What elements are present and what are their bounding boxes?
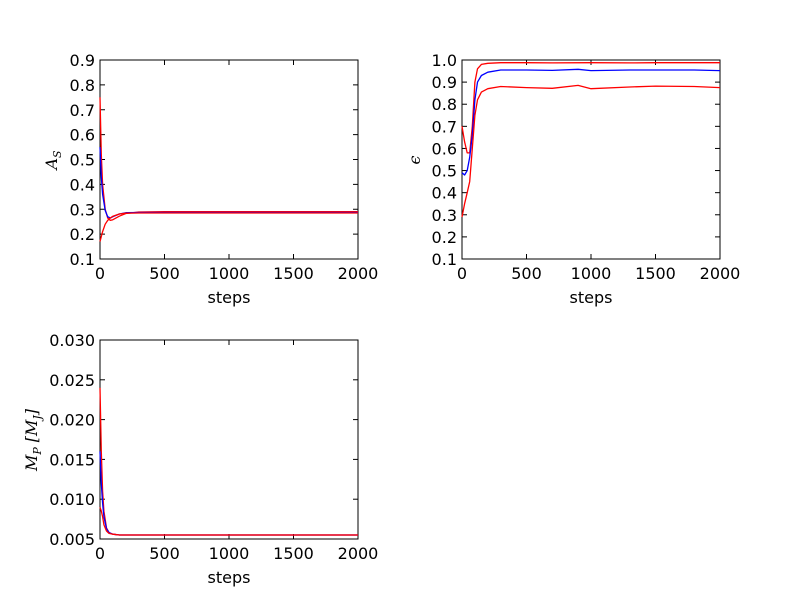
tick-group: 0 500 1000 1500 2000 0.1 0.2 0.3 0.4 0.5 0.6 0.7 0.8… — [70, 51, 379, 283]
tick-group: 0 500 1000 1500 2000 0.005 0.010 0.015 0.020 0.02… — [49, 331, 378, 563]
x-tick-label: 0 — [95, 264, 105, 283]
y-axis-label-subscript: S — [51, 150, 64, 158]
x-tick-label: 1000 — [209, 544, 250, 563]
y-axis-label-unit-subscript: J — [31, 415, 44, 422]
x-tick-label: 500 — [149, 544, 180, 563]
x-tick-label: 2000 — [338, 544, 379, 563]
y-axis-label-main: A — [42, 158, 61, 172]
series-line-2 — [461, 84, 721, 218]
x-axis-label: steps — [208, 568, 251, 587]
series-line-2 — [99, 506, 358, 536]
y-tick-label: 0.9 — [432, 73, 457, 92]
y-tick-label: 1.0 — [432, 51, 457, 70]
y-tick-label: 0.1 — [432, 250, 457, 269]
y-tick-label: 0.030 — [49, 331, 95, 350]
y-tick-label: 0.8 — [70, 76, 95, 95]
x-tick-label: 1500 — [273, 264, 314, 283]
series-line-0 — [99, 97, 358, 222]
y-tick-label: 0.3 — [70, 200, 95, 219]
x-tick-label: 1500 — [635, 264, 676, 283]
tick-group: 0 500 1000 1500 2000 0.1 0.2 0.3 0.4 0.5 0.6 0.7 0.8… — [432, 51, 741, 283]
x-axis-label: steps — [208, 288, 251, 307]
y-tick-label: 0.7 — [70, 101, 95, 120]
series-line-0 — [461, 62, 720, 154]
y-tick-label: 0.5 — [70, 151, 95, 170]
y-axis-label-subscript: P — [31, 447, 44, 456]
panel-a-s: 0 500 1000 1500 2000 0.1 0.2 0.3 0.4 0.5 0.6 0.7 0.8… — [42, 51, 378, 307]
y-axis-label: AS — [42, 150, 64, 172]
y-tick-label: 0.010 — [49, 490, 95, 509]
x-tick-label: 0 — [457, 264, 467, 283]
x-tick-label: 0 — [95, 544, 105, 563]
series-line-2 — [99, 212, 358, 242]
x-tick-label: 2000 — [700, 264, 741, 283]
series-group — [99, 97, 358, 242]
x-axis-label: steps — [570, 288, 613, 307]
y-tick-label: 0.8 — [432, 95, 457, 114]
y-tick-label: 0.4 — [432, 184, 457, 203]
y-tick-label: 0.7 — [432, 117, 457, 136]
x-tick-label: 2000 — [338, 264, 379, 283]
x-tick-label: 1500 — [273, 544, 314, 563]
series-group — [99, 387, 358, 536]
x-tick-label: 500 — [149, 264, 180, 283]
y-tick-label: 0.015 — [49, 450, 95, 469]
y-axis-label-unit: [M — [22, 419, 41, 442]
y-tick-label: 0.9 — [70, 51, 95, 70]
y-tick-label: 0.6 — [432, 139, 457, 158]
y-tick-label: 0.025 — [49, 371, 95, 390]
y-axis-label-unit-close: ] — [22, 408, 41, 416]
y-tick-label: 0.005 — [49, 530, 95, 549]
series-group — [461, 62, 721, 218]
y-axis-label-main: M — [22, 454, 41, 472]
x-tick-label: 1000 — [209, 264, 250, 283]
x-tick-label: 500 — [511, 264, 542, 283]
series-line-1 — [461, 68, 721, 176]
y-tick-label: 0.020 — [49, 411, 95, 430]
x-tick-label: 1000 — [571, 264, 612, 283]
y-tick-label: 0.2 — [70, 225, 95, 244]
y-tick-label: 0.6 — [70, 126, 95, 145]
y-tick-label: 0.5 — [432, 162, 457, 181]
panel-m-p: 0 500 1000 1500 2000 0.005 0.010 0.015 0.020 0.02… — [22, 331, 378, 587]
y-tick-label: 0.4 — [70, 175, 95, 194]
y-tick-label: 0.2 — [432, 228, 457, 247]
y-axis-label: MP [MJ] — [22, 408, 44, 472]
y-tick-label: 0.1 — [70, 250, 95, 269]
y-axis-label: ϵ — [405, 155, 424, 164]
y-tick-label: 0.3 — [432, 206, 457, 225]
panel-epsilon: 0 500 1000 1500 2000 0.1 0.2 0.3 0.4 0.5 0.6 0.7 0.8… — [405, 51, 740, 307]
